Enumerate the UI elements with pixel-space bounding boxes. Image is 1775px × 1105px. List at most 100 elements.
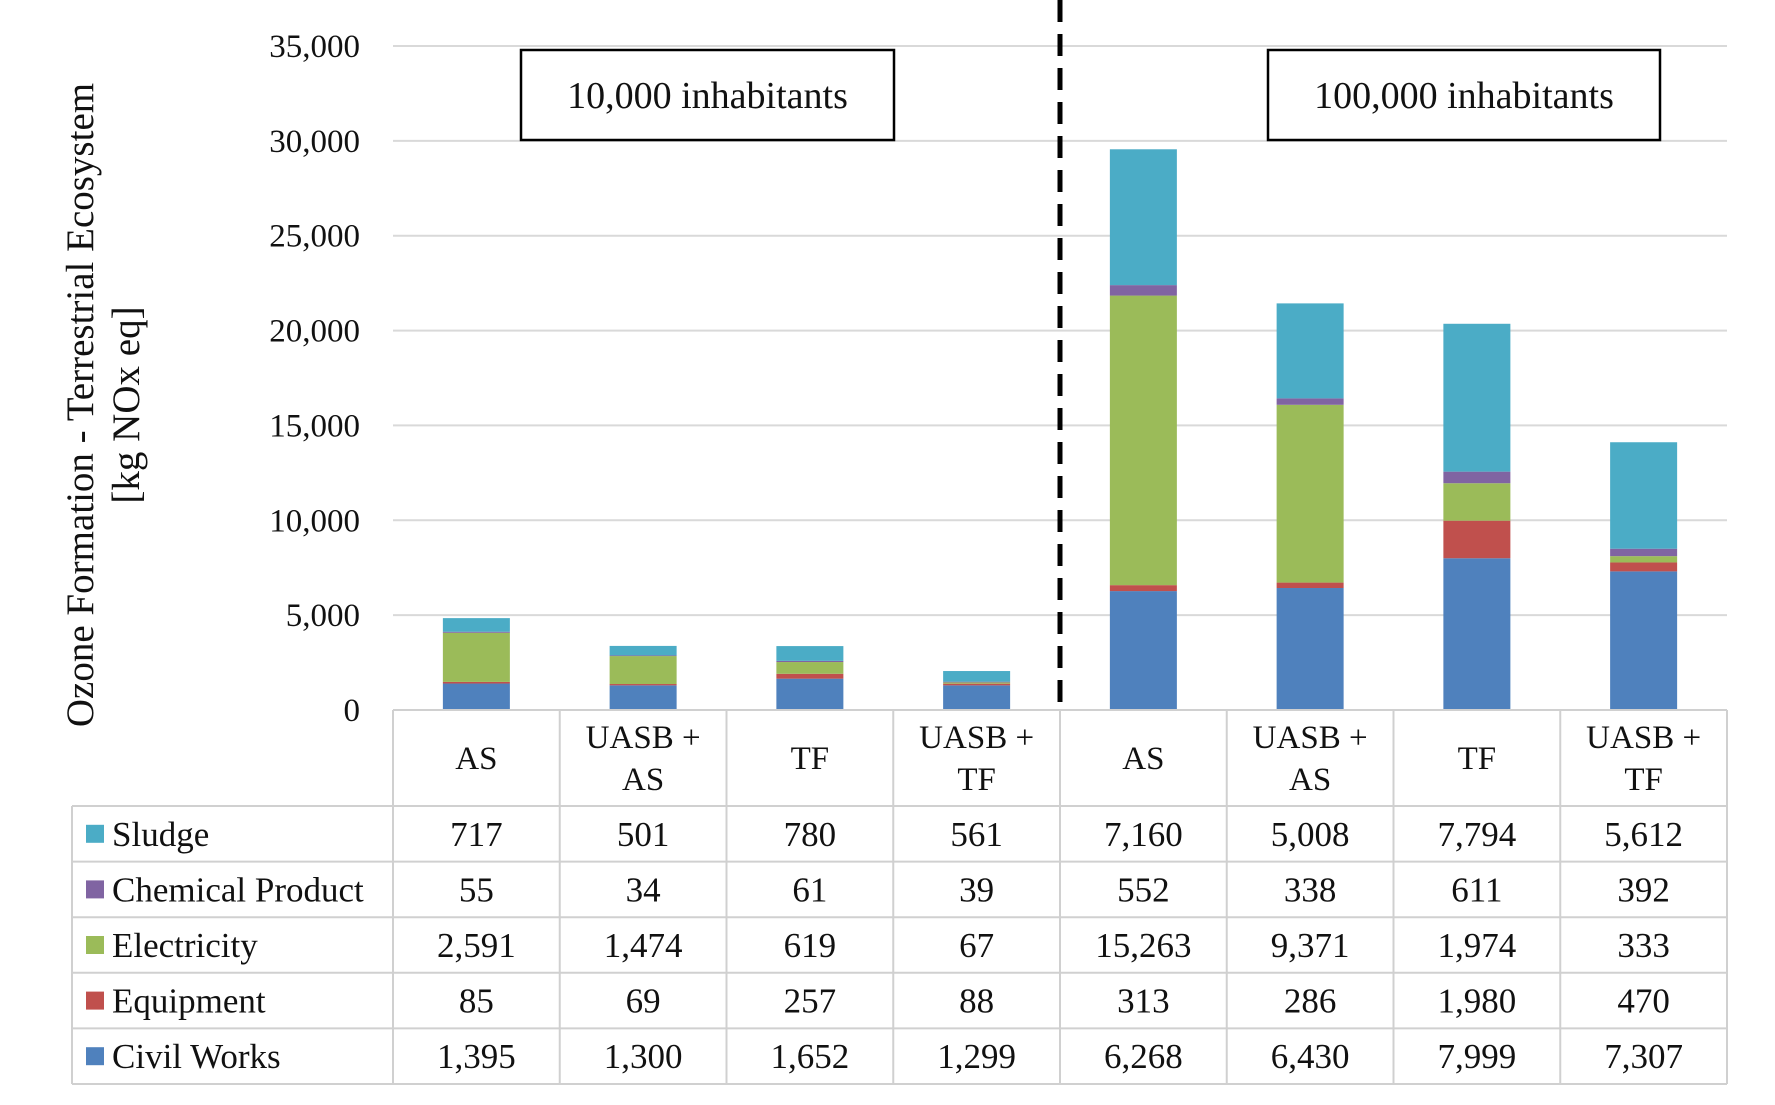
bar-segment — [1610, 548, 1678, 557]
bar-segment — [609, 656, 677, 685]
group-annotation-box — [519, 48, 896, 142]
data-label: 67 — [959, 926, 994, 965]
y-tick-label: 30,000 — [269, 124, 360, 160]
data-label: 61 — [792, 870, 827, 909]
bar-segment — [1443, 471, 1511, 484]
x-tick-label-line: UASB + — [586, 720, 701, 756]
bar-segment — [1276, 303, 1344, 399]
bar-segment — [776, 662, 844, 674]
y-tick-label: 20,000 — [269, 314, 360, 350]
bar-segment — [1109, 295, 1177, 586]
data-label: 552 — [1117, 870, 1170, 909]
legend-entry: Chemical Product — [112, 870, 364, 909]
bar-segment — [442, 632, 510, 682]
bar-segment — [943, 671, 1011, 682]
data-label: 1,300 — [604, 1037, 683, 1076]
data-label: 313 — [1117, 982, 1170, 1021]
y-tick-label: 0 — [344, 693, 361, 729]
y-axis-label-line: Ozone Formation - Terrestrial Ecosystem — [59, 83, 102, 727]
y-axis-label-line: [kg NOx eq] — [105, 306, 148, 503]
bar-segment — [442, 631, 510, 633]
data-label: 7,307 — [1604, 1037, 1683, 1076]
data-label: 717 — [450, 815, 503, 854]
data-label: 2,591 — [437, 926, 516, 965]
legend-swatch — [86, 880, 104, 899]
y-tick-label: 5,000 — [286, 598, 360, 634]
x-tick-label: UASB + AS — [1253, 720, 1368, 798]
x-tick-label-line: UASB + — [1253, 720, 1368, 756]
x-tick-label: AS — [455, 741, 497, 777]
data-label: 6,430 — [1271, 1037, 1350, 1076]
legend-entry: Electricity — [112, 926, 258, 965]
data-label: 1,980 — [1438, 982, 1517, 1021]
group-annotation-box — [1266, 48, 1662, 142]
y-tick-label: 25,000 — [269, 219, 360, 255]
bar-segment — [1276, 404, 1344, 583]
data-label: 7,999 — [1438, 1037, 1517, 1076]
bar-segment — [776, 673, 844, 679]
group-annotation-label: 10,000 inhabitants — [567, 75, 848, 117]
bar-segment — [1109, 585, 1177, 592]
data-label: 333 — [1617, 926, 1670, 965]
bar-segment — [1610, 562, 1678, 572]
y-tick-label: 35,000 — [269, 29, 360, 65]
y-axis-label: Ozone Formation - Terrestrial Ecosystem[… — [59, 83, 148, 727]
data-label: 5,008 — [1271, 815, 1350, 854]
bar-segment — [609, 684, 677, 686]
data-label: 34 — [626, 870, 661, 909]
bar-segment — [1276, 582, 1344, 589]
bar-segment — [776, 646, 844, 661]
x-tick-label-line: AS — [1289, 762, 1331, 798]
bar-segment — [1443, 558, 1511, 710]
x-tick-label-line: TF — [1624, 762, 1663, 798]
y-tick-label: 15,000 — [269, 408, 360, 444]
x-tick-label-line: TF — [957, 762, 996, 798]
bar-segment — [943, 681, 1011, 683]
x-tick-label: AS — [1122, 741, 1164, 777]
legend-swatch — [86, 824, 104, 843]
data-label: 561 — [950, 815, 1003, 854]
x-tick-label-line: UASB + — [1586, 720, 1701, 756]
legend-swatch — [86, 991, 104, 1010]
x-tick-label-line: AS — [1122, 741, 1164, 777]
x-tick-label-line: AS — [455, 741, 497, 777]
bar-segment — [609, 685, 677, 710]
x-tick-label: TF — [1458, 741, 1497, 777]
bar-segment — [1276, 588, 1344, 710]
bar-segment — [776, 660, 844, 663]
data-label: 1,299 — [937, 1037, 1016, 1076]
data-label: 5,612 — [1604, 815, 1683, 854]
bar-segment — [943, 683, 1011, 686]
data-label: 1,395 — [437, 1037, 516, 1076]
y-axis: 0 5,000 10,000 15,000 20,000 25,000 30,000 35,0… — [59, 29, 360, 729]
x-tick-label: UASB + TF — [1586, 720, 1701, 798]
bar-segment — [442, 618, 510, 632]
data-label: 286 — [1284, 982, 1337, 1021]
data-label: 1,974 — [1438, 926, 1517, 965]
bar-segment — [442, 683, 510, 710]
x-tick-label: TF — [791, 741, 830, 777]
x-tick-label: UASB + TF — [919, 720, 1034, 798]
legend-swatch — [86, 1047, 104, 1066]
data-label: 85 — [459, 982, 494, 1021]
bar-segment — [943, 682, 1011, 684]
data-label: 619 — [784, 926, 837, 965]
data-label: 780 — [784, 815, 837, 854]
bar-segment — [1443, 520, 1511, 559]
data-label: 9,371 — [1271, 926, 1350, 965]
bar-segment — [1610, 571, 1678, 710]
legend-swatch — [86, 936, 104, 954]
data-label: 55 — [459, 870, 494, 909]
bar-segment — [609, 655, 677, 657]
bar-segment — [1443, 483, 1511, 521]
y-tick-label: 10,000 — [269, 503, 360, 539]
bar-segment — [1276, 398, 1344, 405]
bar-segment — [442, 681, 510, 684]
data-label: 7,160 — [1104, 815, 1183, 854]
bar-segment — [943, 685, 1011, 710]
bar-segment — [1109, 149, 1177, 286]
data-label: 611 — [1451, 870, 1502, 909]
group-annotation-label: 100,000 inhabitants — [1314, 75, 1614, 117]
x-tick-label-line: TF — [791, 741, 830, 777]
